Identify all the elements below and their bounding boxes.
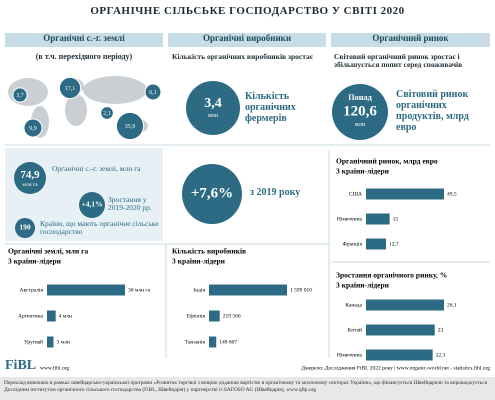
category-label: Німеччина bbox=[337, 352, 363, 358]
region-label: 17,1 bbox=[65, 86, 76, 92]
region-bubble bbox=[100, 106, 114, 120]
region-label: 9,9 bbox=[29, 126, 37, 132]
land-stat-text: Органічні с.-г. землі, млн га bbox=[52, 164, 141, 173]
column-header: Органічний ринок bbox=[372, 33, 449, 43]
stat-value: +4,1% bbox=[81, 200, 102, 209]
column-header-bg bbox=[331, 33, 490, 47]
region-bubble bbox=[23, 118, 43, 138]
region-label: 35,9 bbox=[125, 124, 136, 130]
category-label: Індія bbox=[193, 287, 205, 293]
footer-note: Переклад виконано в рамках швейцарсько-у… bbox=[4, 380, 487, 394]
chart-subtitle: 3 країни-лідери bbox=[336, 281, 390, 290]
value-label: 1 599 010 bbox=[290, 287, 312, 293]
region-bubble bbox=[58, 76, 82, 100]
chart-subtitle: 3 країни-лідери bbox=[336, 167, 390, 176]
stat-circle bbox=[332, 84, 388, 140]
category-label: Ефіопія bbox=[187, 312, 206, 319]
chart-title: Органічний ринок, млрд евро bbox=[336, 157, 438, 166]
region-bubble bbox=[115, 111, 145, 141]
footer-source: Джерело: Дослідження FiBL 2022 року | ww… bbox=[301, 364, 490, 371]
chart-subtitle: 3 країни-лідери bbox=[172, 257, 226, 266]
value-label: 219 566 bbox=[223, 313, 241, 319]
category-label: США bbox=[349, 191, 362, 197]
bar bbox=[47, 284, 125, 296]
value-label: 15 bbox=[393, 216, 399, 222]
value-label: 12,7 bbox=[389, 241, 399, 247]
value-label: 4 млн bbox=[59, 313, 72, 319]
value-label: 22,3 bbox=[436, 352, 446, 358]
category-label: Канада bbox=[345, 302, 362, 308]
bar bbox=[209, 284, 287, 296]
category-label: Китай bbox=[348, 326, 363, 333]
value-label: 49,5 bbox=[447, 191, 457, 197]
stat-circle bbox=[15, 218, 35, 238]
region-label: 2,1 bbox=[103, 111, 111, 117]
value-label: 26,1 bbox=[447, 302, 457, 308]
chart-subtitle: 3 країни-лідери bbox=[8, 257, 62, 266]
title: ОРГАНІЧНЕ СІЛЬСЬКЕ ГОСПОДАРСТВО У СВІТІ … bbox=[90, 5, 405, 17]
bar bbox=[47, 336, 54, 348]
bar bbox=[366, 213, 390, 225]
bar bbox=[366, 349, 433, 361]
market-size-text: Світовий ринок органічних продуктів, млр… bbox=[396, 89, 469, 133]
stat-circle bbox=[14, 162, 46, 194]
bar bbox=[366, 324, 435, 336]
value-label: 36 млн га bbox=[128, 287, 151, 293]
footer-logo: FiBL bbox=[5, 358, 36, 373]
stat-circle bbox=[186, 81, 240, 135]
column-header-bg bbox=[168, 33, 326, 47]
bar bbox=[209, 310, 220, 322]
region-bubble bbox=[144, 83, 162, 101]
column-header-bg bbox=[5, 33, 163, 47]
category-label: Уругвай bbox=[24, 338, 43, 345]
stat-unit: млн bbox=[355, 121, 366, 128]
stat-value: +7,6% bbox=[191, 185, 233, 201]
region-bubble bbox=[12, 87, 28, 103]
chart-title: Зростання органічного ринку, % bbox=[336, 271, 447, 280]
stat-unit: млн га bbox=[22, 182, 38, 188]
column-header: Органічні виробники bbox=[202, 33, 292, 43]
land-stat-text: Зростання у 2019-2020 рр. bbox=[108, 195, 152, 213]
value-label: 148 607 bbox=[219, 339, 237, 345]
stat-unit: млн bbox=[208, 113, 218, 119]
bar bbox=[47, 310, 56, 322]
producers-count-text: Кількість органічних фермерів bbox=[245, 91, 296, 124]
bar bbox=[209, 336, 217, 348]
value-label: 23 bbox=[438, 327, 444, 333]
stat-value: 120,6 bbox=[343, 103, 377, 119]
value-label: 3 млн bbox=[57, 339, 70, 345]
chart-title: Органічні землі, млн га bbox=[8, 247, 88, 256]
stat-prefix: Понад bbox=[348, 93, 372, 102]
region-label: 6,1 bbox=[149, 90, 157, 96]
stat-value: 3,4 bbox=[204, 96, 222, 111]
column-header: Органічні с.-г. землі bbox=[43, 33, 125, 43]
producers-heading: Кількість органічних виробників зростає bbox=[172, 52, 313, 61]
footer-band bbox=[0, 377, 495, 400]
bar bbox=[366, 299, 444, 311]
category-label: Аргентина bbox=[18, 313, 44, 319]
chart-title: Кількість виробників bbox=[172, 247, 246, 256]
stat-value: 190 bbox=[19, 223, 31, 232]
land-note: (в т.ч. перехідного періоду) bbox=[35, 52, 133, 61]
stat-circle bbox=[79, 192, 105, 218]
bar bbox=[366, 238, 387, 250]
category-label: Австралія bbox=[20, 287, 44, 293]
category-label: Німеччина bbox=[337, 216, 363, 222]
region-label: 3,7 bbox=[16, 93, 24, 99]
category-label: Танзанія bbox=[185, 339, 206, 345]
producers-growth-text: з 2019 року bbox=[250, 187, 301, 198]
stat-circle bbox=[182, 164, 242, 224]
stat-value: 74,9 bbox=[20, 169, 40, 181]
category-label: Франція bbox=[343, 241, 363, 247]
land-stat-text: Країни, що мають органічне сільське госп… bbox=[40, 219, 159, 237]
footer-site: www.fibl.org bbox=[40, 364, 69, 371]
market-heading: Світовий органічний ринок зростає і збіл… bbox=[334, 52, 463, 70]
bar bbox=[366, 188, 444, 200]
